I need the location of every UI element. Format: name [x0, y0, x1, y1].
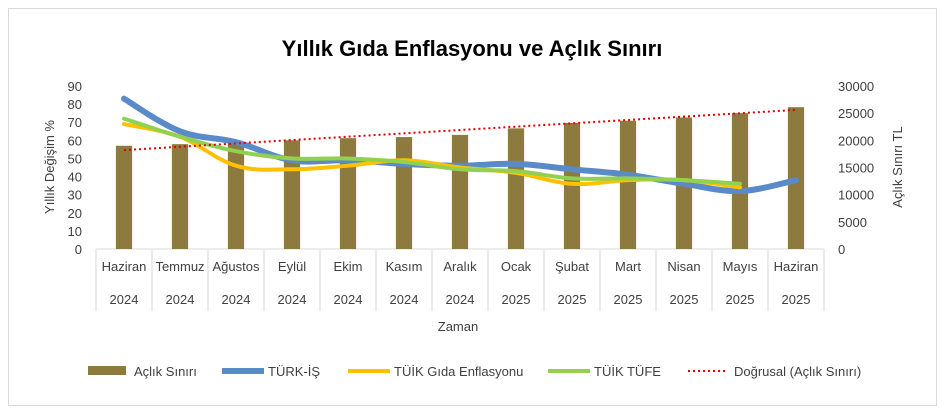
legend-label: TÜRK-İŞ	[268, 364, 320, 379]
y-left-tick-label: 30	[68, 188, 82, 203]
y-left-tick-label: 10	[68, 224, 82, 239]
x-tick-label-year: 2024	[278, 292, 307, 307]
x-tick-label-month: Ağustos	[213, 259, 260, 274]
y-right-tick-label: 20000	[838, 133, 874, 148]
legend-label: Doğrusal (Açlık Sınırı)	[734, 364, 861, 379]
x-tick-label-year: 2025	[782, 292, 811, 307]
x-tick-label-month: Mart	[615, 259, 641, 274]
legend-swatch	[88, 366, 126, 375]
x-tick-label-month: Temmuz	[155, 259, 204, 274]
chart-frame	[8, 8, 937, 406]
y-right-tick-label: 10000	[838, 188, 874, 203]
y-right-tick-label: 15000	[838, 161, 874, 176]
legend-label: Açlık Sınırı	[134, 364, 197, 379]
y-left-tick-label: 20	[68, 206, 82, 221]
bar	[507, 128, 525, 249]
x-tick-label-year: 2024	[110, 292, 139, 307]
bar	[115, 145, 133, 249]
bar	[227, 141, 245, 249]
bar	[171, 144, 189, 249]
x-tick-label-month: Eylül	[278, 259, 306, 274]
y-left-tick-label: 0	[75, 242, 82, 257]
y-right-tick-label: 25000	[838, 106, 874, 121]
x-tick-label-year: 2025	[502, 292, 531, 307]
y-right-tick-label: 0	[838, 242, 845, 257]
bar	[619, 120, 637, 249]
legend: Açlık Sınırı TÜRK-İŞ TÜİK Gıda Enflasyonu T…	[88, 364, 861, 379]
chart-title: Yıllık Gıda Enflasyonu ve Açlık Sınırı	[282, 36, 663, 61]
x-tick-label-year: 2024	[390, 292, 419, 307]
bar	[731, 113, 749, 250]
y-left-tick-label: 80	[68, 97, 82, 112]
bar	[339, 138, 357, 249]
x-tick-label-year: 2024	[166, 292, 195, 307]
x-tick-label-month: Ekim	[334, 259, 363, 274]
x-tick-label-year: 2025	[726, 292, 755, 307]
legend-label: TÜİK Gıda Enflasyonu	[394, 364, 523, 379]
x-tick-label-year: 2024	[222, 292, 251, 307]
bar	[451, 134, 469, 249]
x-tick-label-month: Mayıs	[723, 259, 758, 274]
y-axis-right-label: Açlık Sınırı TL	[890, 126, 905, 207]
x-tick-label-year: 2025	[614, 292, 643, 307]
x-tick-label-year: 2025	[558, 292, 587, 307]
bar	[395, 137, 413, 249]
x-tick-label-year: 2024	[334, 292, 363, 307]
x-axis-label: Zaman	[438, 319, 478, 334]
trendline	[123, 108, 797, 152]
plot-area: 0 10 20 30 40 50 60 70 80 90 0 5000 10000 15000 20000 2…	[68, 79, 874, 311]
series-line	[122, 116, 742, 186]
y-right-tick-label: 5000	[838, 215, 867, 230]
x-tick-label-year: 2025	[670, 292, 699, 307]
y-left-tick-label: 60	[68, 133, 82, 148]
x-tick-label-month: Haziran	[774, 259, 819, 274]
y-left-tick-label: 90	[68, 79, 82, 94]
y-axis-left-label: Yıllık Değişim %	[42, 120, 57, 214]
y-left-tick-label: 70	[68, 115, 82, 130]
x-tick-label-month: Aralık	[443, 259, 477, 274]
x-tick-label-year: 2024	[446, 292, 475, 307]
y-left-tick-label: 40	[68, 170, 82, 185]
x-tick-label-month: Haziran	[102, 259, 147, 274]
x-tick-label-month: Şubat	[555, 259, 589, 274]
y-left-tick-label: 50	[68, 151, 82, 166]
x-tick-label-month: Nisan	[667, 259, 700, 274]
x-tick-label-month: Kasım	[386, 259, 423, 274]
x-tick-label-month: Ocak	[501, 259, 532, 274]
y-right-tick-label: 30000	[838, 79, 874, 94]
legend-label: TÜİK TÜFE	[594, 364, 661, 379]
bar	[563, 122, 581, 249]
